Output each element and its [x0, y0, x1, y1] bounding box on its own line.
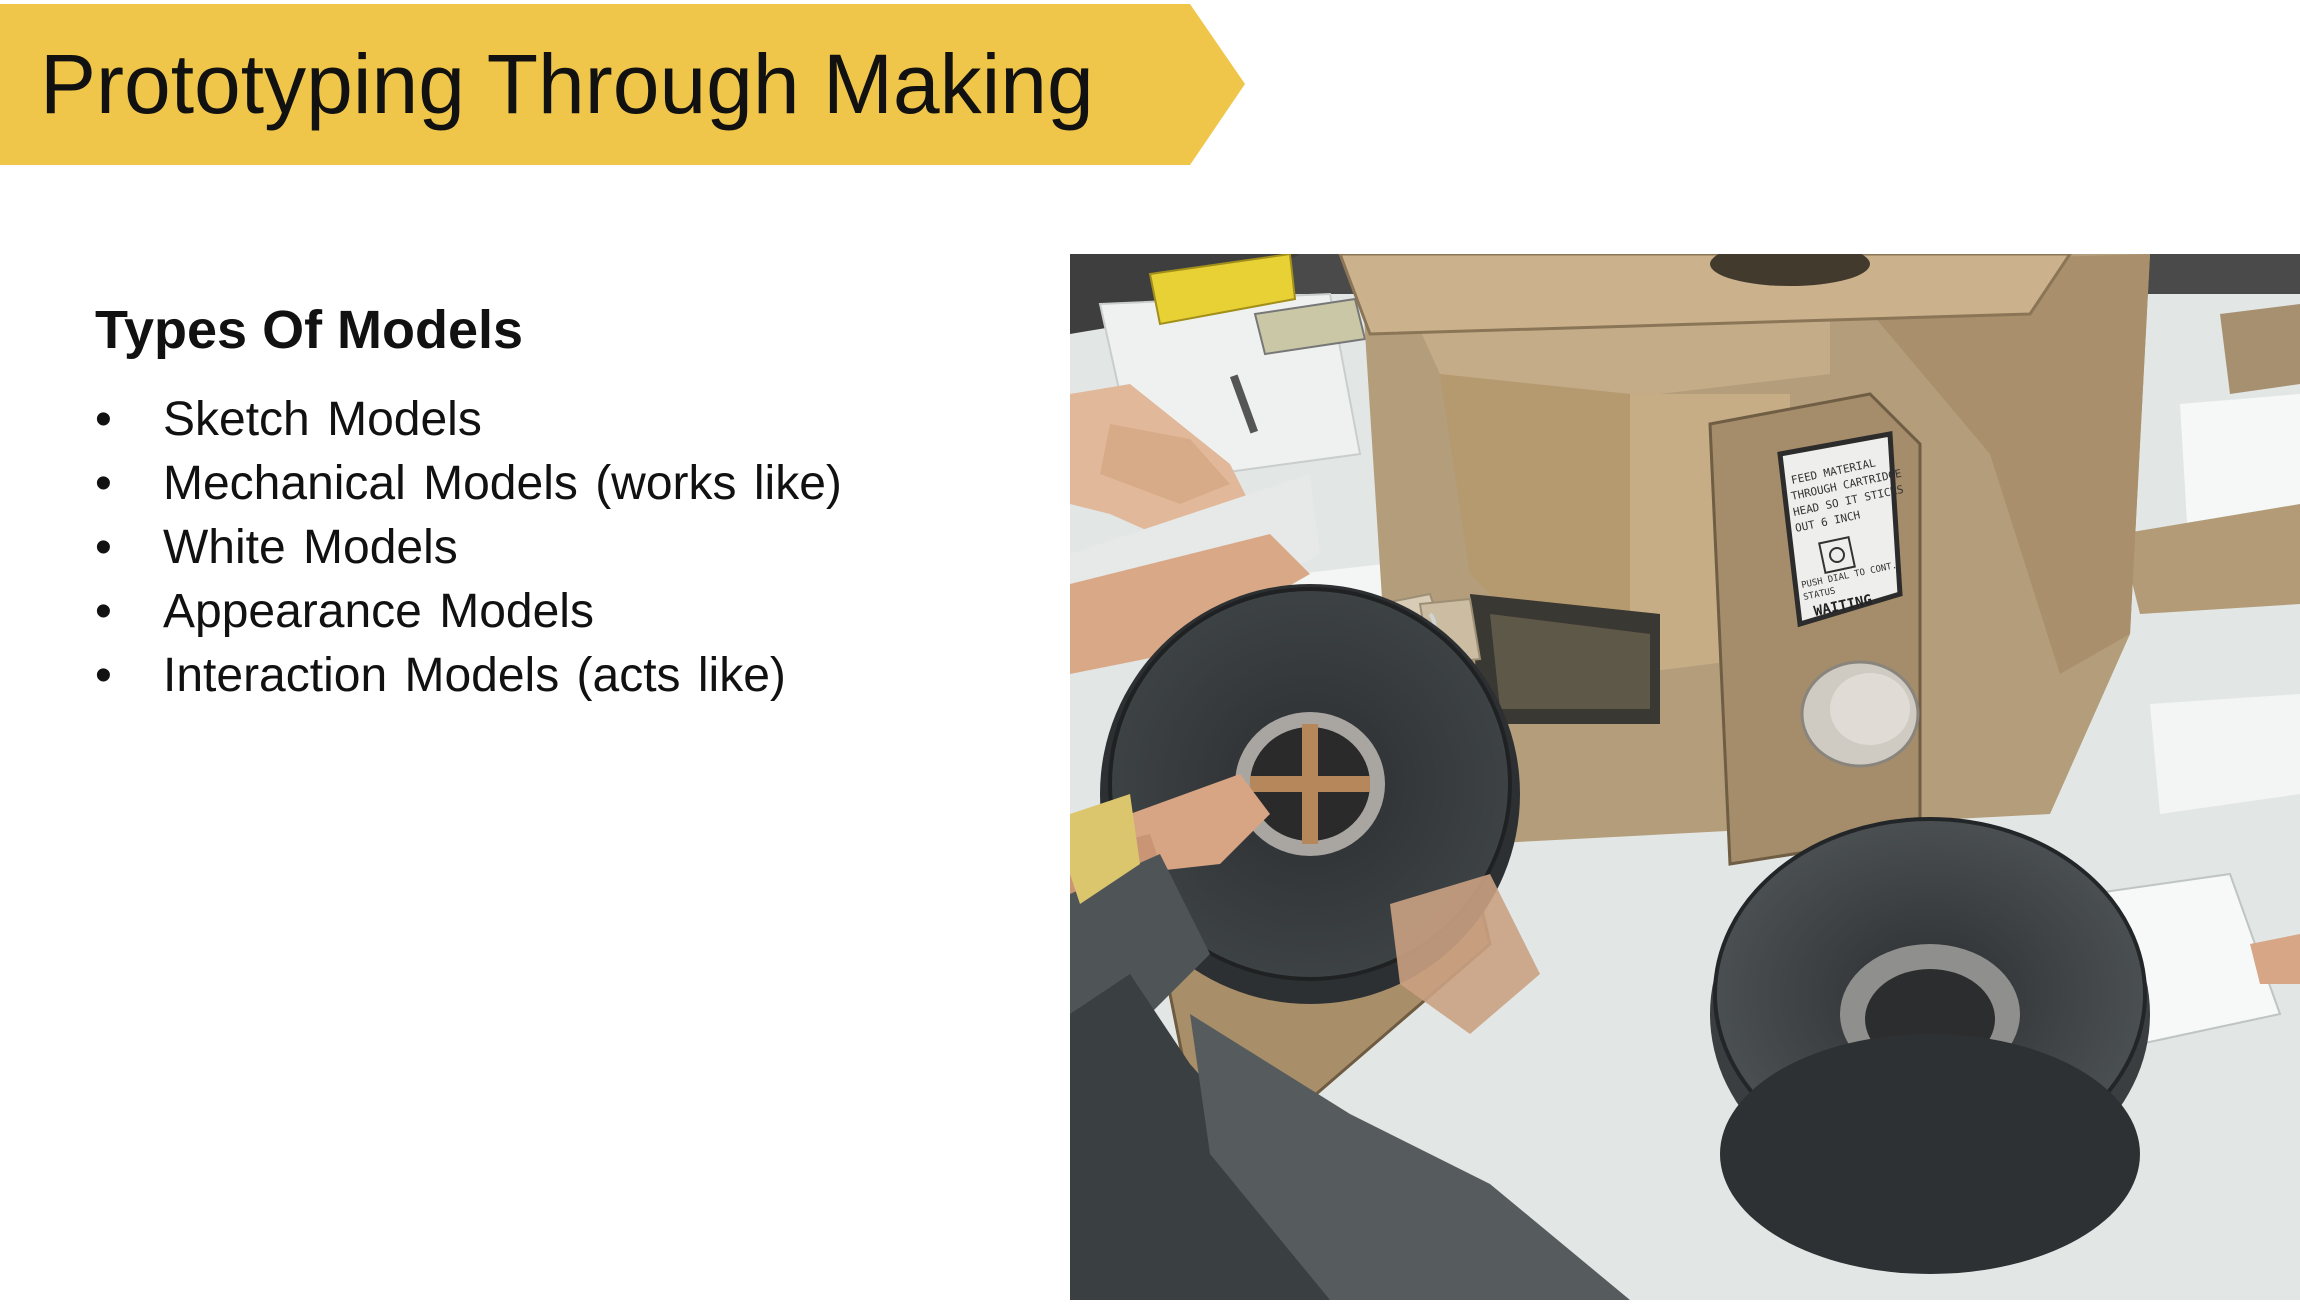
list-item-label: Appearance Models [163, 585, 594, 638]
filament-spool [1710, 817, 2150, 1274]
section-heading: Types Of Models [95, 300, 524, 360]
bullet-icon: • [95, 521, 112, 574]
prototype-photo-illustration: FEED MATERIAL THROUGH CARTRIDGE HEAD SO … [1070, 254, 2300, 1300]
title-banner-shape [0, 4, 1245, 165]
slide-title: Prototyping Through Making [40, 37, 1094, 131]
bullet-icon: • [95, 649, 112, 702]
prototype-screen: FEED MATERIAL THROUGH CARTRIDGE HEAD SO … [1777, 431, 1905, 628]
title-banner: Prototyping Through Making [0, 4, 1245, 165]
bullet-icon: • [95, 585, 112, 638]
list-item-label: Mechanical Models (works like) [163, 457, 842, 510]
bullet-icon: • [95, 457, 112, 510]
bullet-icon: • [95, 393, 112, 446]
list-item-label: White Models [163, 521, 458, 574]
list-item-label: Interaction Models (acts like) [163, 649, 786, 702]
prototype-photo: FEED MATERIAL THROUGH CARTRIDGE HEAD SO … [1070, 254, 2300, 1300]
list-item-label: Sketch Models [163, 393, 482, 446]
